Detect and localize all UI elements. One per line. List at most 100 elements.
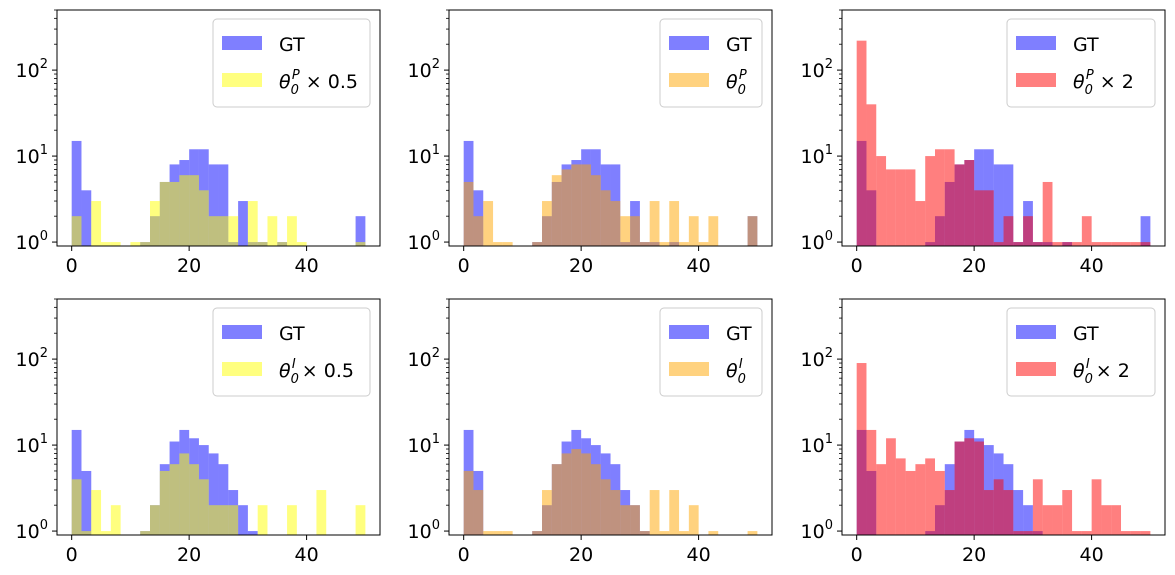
histogram-bar [110, 505, 121, 535]
y-tick-label: 100 [801, 518, 833, 543]
histogram-bar [698, 242, 709, 246]
histogram-bar [1003, 216, 1014, 246]
histogram-bar [915, 201, 926, 246]
histogram-bar [1140, 531, 1151, 535]
histogram-bar [561, 453, 572, 535]
histogram-bar [71, 479, 82, 535]
series-model [856, 40, 1151, 246]
y-tick-label: 100 [16, 518, 48, 543]
histogram-bar [571, 449, 582, 535]
histogram-bar [228, 505, 239, 535]
histogram-bar [610, 201, 621, 246]
histogram-bar [81, 470, 92, 535]
histogram-bar [944, 149, 955, 246]
histogram-bar [1072, 242, 1082, 246]
histogram-bar [493, 242, 503, 246]
histogram-bar [983, 190, 994, 246]
x-tick-label: 40 [686, 544, 710, 566]
histogram-bar [925, 156, 935, 246]
histogram-bar [708, 531, 719, 535]
histogram-bar [1052, 242, 1063, 246]
legend-box [1006, 18, 1156, 108]
histogram-bar [993, 164, 1004, 246]
histogram-bar [649, 490, 660, 535]
histogram-bar [747, 216, 758, 246]
histogram-bar [208, 505, 219, 535]
legend-swatch [1016, 36, 1056, 50]
histogram-bar [218, 164, 229, 246]
histogram-bar [1091, 479, 1102, 535]
histogram-bar [1003, 490, 1014, 535]
histogram-bar [600, 479, 611, 535]
histogram-bar [659, 531, 670, 535]
histogram-bar [1081, 216, 1092, 246]
histogram-bar [964, 160, 975, 246]
histogram-bar [747, 531, 758, 535]
x-tick-label: 20 [962, 544, 986, 566]
histogram-bar [639, 531, 650, 535]
histogram-bar [1052, 505, 1063, 535]
legend-swatch [1016, 73, 1056, 87]
legend-label: GT [279, 323, 305, 345]
legend-label: θ0I × 0.5 [279, 357, 354, 387]
histogram-bar [91, 201, 102, 246]
histogram-bar [895, 458, 906, 535]
histogram-bar [473, 490, 484, 535]
histogram-bar [179, 175, 190, 246]
histogram-bar [983, 490, 994, 535]
histogram-bar [708, 216, 719, 246]
subplot-5: 0 20 40 100 101 102 GT θ0I [408, 298, 773, 566]
y-tick-label: 101 [408, 143, 440, 168]
histogram-bar [257, 505, 268, 535]
histogram-bar [277, 242, 288, 246]
histogram-bar [925, 458, 935, 535]
histogram-bar [669, 490, 680, 535]
subplot-3: 0 20 40 100 101 102 GT θ0P × 2 [801, 9, 1166, 277]
histogram-bar [502, 531, 513, 535]
histogram-bar [150, 505, 160, 535]
histogram-bar [198, 479, 209, 535]
x-tick-label: 20 [962, 255, 986, 277]
histogram-bar [267, 216, 278, 246]
axes-frame [56, 298, 381, 536]
histogram-bar [1013, 531, 1024, 535]
histogram-bar [532, 531, 542, 535]
legend-label: GT [1073, 34, 1099, 56]
histogram-bar [140, 242, 150, 246]
histogram-bar [238, 201, 248, 246]
y-tick-label: 102 [16, 346, 48, 371]
legend-label: GT [726, 323, 752, 345]
histogram-bar [935, 149, 945, 246]
x-tick-label: 20 [177, 255, 201, 277]
histogram-bar [620, 505, 631, 535]
histogram-bar [630, 505, 640, 535]
y-tick-label: 102 [801, 346, 833, 371]
histogram-bar [1013, 242, 1024, 246]
histogram-bar [218, 505, 229, 535]
histogram-bar [590, 175, 601, 246]
legend: GT θ0P [659, 18, 763, 108]
y-tick-label: 102 [801, 57, 833, 82]
histogram-bar [483, 531, 494, 535]
histogram-bar [649, 201, 660, 246]
series-model [856, 363, 1151, 535]
histogram-bar [169, 181, 180, 246]
histogram-bar [905, 169, 916, 246]
histogram-bar [620, 216, 631, 246]
histogram-bar [1062, 242, 1073, 246]
histogram-bar [1003, 164, 1014, 246]
histogram-bar [228, 216, 239, 246]
histogram-bar [1111, 505, 1122, 535]
histogram-bar [688, 216, 699, 246]
histogram-bar [71, 216, 82, 246]
histogram-bar [1023, 216, 1033, 246]
histogram-bar [571, 164, 582, 246]
series-model [71, 175, 366, 246]
histogram-bar [81, 531, 92, 535]
legend: GT θ0P × 2 [1006, 18, 1156, 108]
histogram-bar [463, 181, 474, 246]
histogram-bar [189, 175, 199, 246]
y-tick-label: 100 [801, 229, 833, 254]
histogram-bar [856, 363, 867, 535]
